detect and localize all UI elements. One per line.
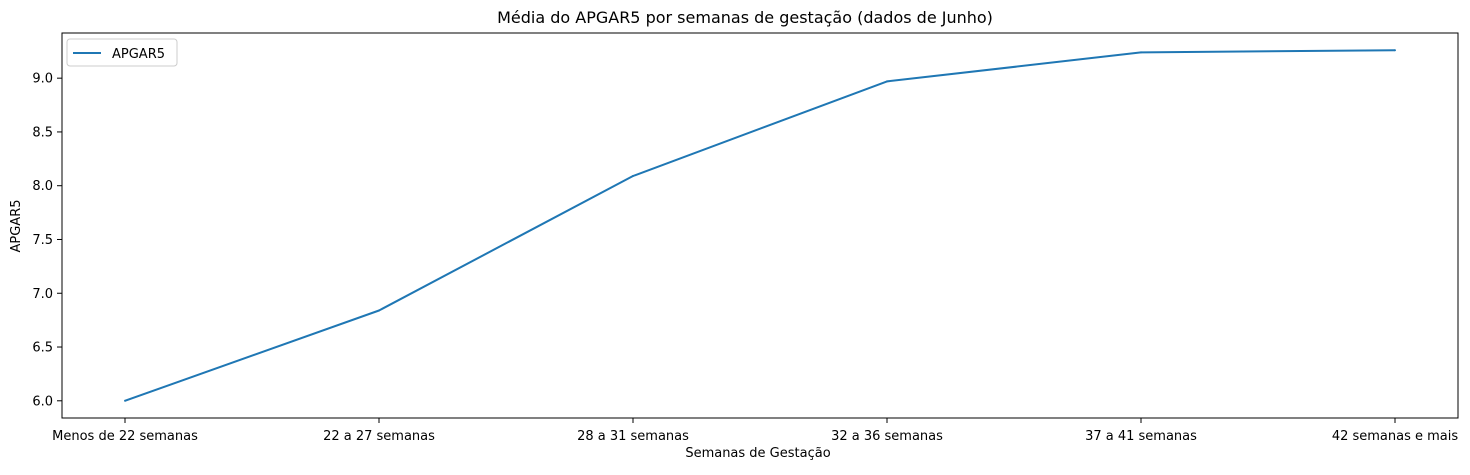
legend: APGAR5	[66, 38, 178, 67]
y-tick-label: 9.0	[32, 72, 53, 87]
y-tick-label: 8.5	[32, 125, 53, 140]
data-point	[124, 399, 126, 402]
data-point	[886, 80, 888, 83]
plot-area-frame	[61, 32, 1459, 419]
data-point	[378, 309, 380, 312]
x-tick-label: Menos de 22 semanas	[52, 429, 198, 444]
x-tick-label: 37 a 41 semanas	[1085, 429, 1197, 444]
data-point	[1140, 51, 1142, 54]
x-tick-label: 42 semanas e mais	[1332, 429, 1459, 444]
data-point	[1394, 49, 1396, 52]
x-axis-title: Semanas de Gestação	[685, 446, 830, 461]
y-tick-label: 6.5	[32, 341, 53, 356]
y-tick-label: 6.0	[32, 394, 53, 409]
y-tick-label: 7.0	[32, 287, 53, 302]
x-axis: Menos de 22 semanas 22 a 27 semanas 28 a 3…	[52, 418, 1458, 444]
legend-box	[66, 38, 178, 67]
y-axis-title: APGAR5	[9, 199, 24, 252]
x-tick-label: 22 a 27 semanas	[323, 429, 435, 444]
series-layer	[124, 49, 1396, 402]
data-point	[632, 175, 634, 177]
x-tick-label: 28 a 31 semanas	[577, 429, 689, 444]
y-tick-label: 7.5	[32, 233, 53, 248]
series-line-apgar5	[124, 49, 1396, 402]
chart-title: Média do APGAR5 por semanas de gestação …	[497, 8, 993, 27]
legend-label-apgar5: APGAR5	[112, 47, 165, 62]
x-tick-label: 32 a 36 semanas	[831, 429, 943, 444]
y-axis: 6.0 6.5 7.0 7.5 8.0 8.5 9.0	[32, 72, 62, 409]
y-tick-label: 8.0	[32, 179, 53, 194]
